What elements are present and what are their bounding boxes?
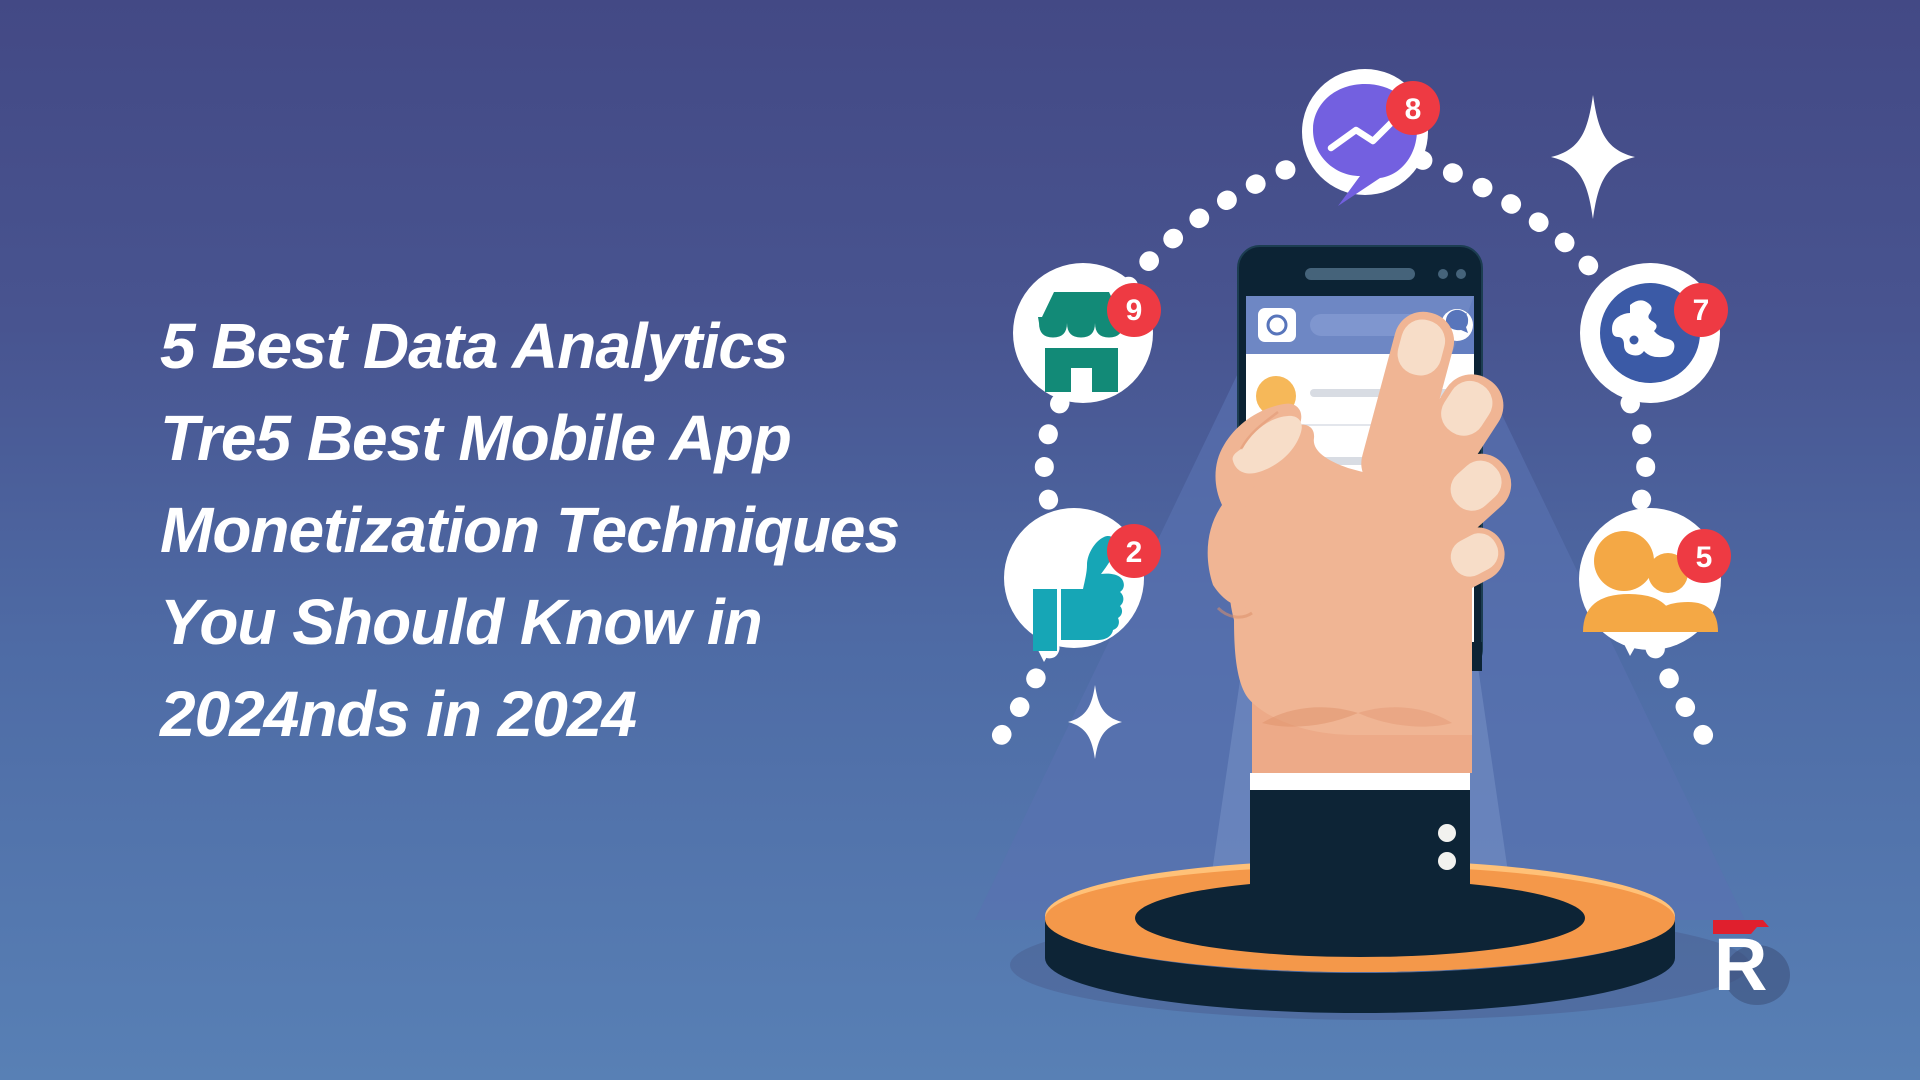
svg-text:9: 9 (1126, 294, 1143, 327)
svg-text:8: 8 (1405, 93, 1422, 126)
svg-text:7: 7 (1693, 294, 1710, 327)
svg-text:2: 2 (1126, 536, 1143, 569)
svg-text:5: 5 (1696, 541, 1713, 574)
svg-text:R: R (1714, 923, 1767, 1006)
